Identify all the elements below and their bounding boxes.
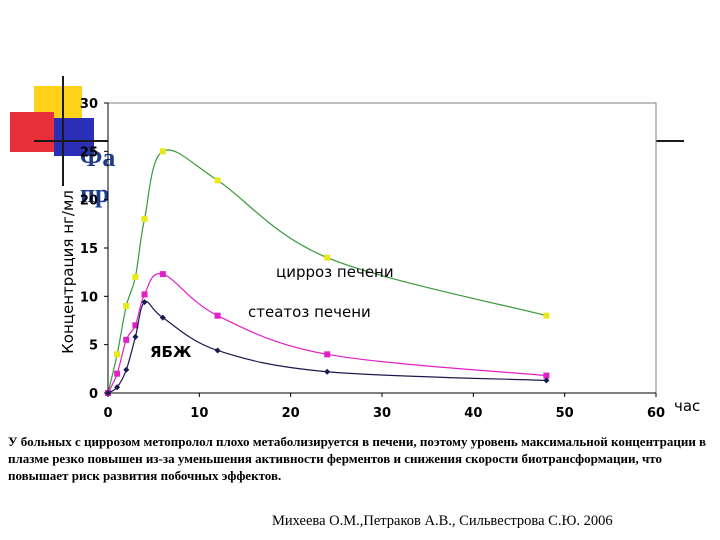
chart-svg: Фа пр 0 5 10 15 20 25 30 0 10 20 30 40 50 60 Концентр… (59, 97, 700, 421)
x-tick-label: 40 (464, 406, 482, 421)
decor-vertical-line (62, 76, 64, 186)
data-point-ybzh (159, 314, 166, 321)
decor-red-square (10, 112, 54, 152)
citation: Михеева О.М.,Петраков А.В., Сильвестрова… (272, 513, 613, 529)
data-point-cirrhosis (141, 216, 148, 222)
data-point-ybzh (214, 347, 221, 354)
y-tick-label: 15 (80, 242, 98, 257)
y-tick-label: 0 (89, 387, 98, 402)
x-tick-label: 0 (103, 406, 112, 421)
data-point-cirrhosis (543, 312, 550, 319)
series-line-ybzh (107, 300, 547, 394)
slide-title-fragment-1: Фа (80, 143, 115, 172)
data-point-ybzh (141, 299, 148, 306)
x-axis-label: час (674, 397, 700, 415)
y-tick-label: 25 (80, 145, 98, 160)
data-point-steatosis (123, 336, 130, 343)
data-point-cirrhosis (132, 274, 139, 280)
x-tick-label: 10 (190, 406, 208, 421)
y-tick-label: 20 (80, 194, 98, 209)
data-point-ybzh (105, 390, 111, 396)
series-line-steatosis (107, 273, 547, 394)
data-point-ybzh (324, 368, 331, 375)
series-label-ybzh: ЯБЖ (150, 343, 192, 361)
data-point-cirrhosis (214, 177, 221, 184)
y-tick-label: 5 (89, 339, 98, 354)
series-line-cirrhosis (107, 149, 547, 394)
data-point-steatosis (132, 322, 139, 329)
series-layer (105, 148, 550, 396)
data-point-steatosis (159, 271, 166, 278)
x-tick-label: 30 (373, 406, 391, 421)
slide-title-fragment-2: пр (80, 179, 109, 208)
data-point-cirrhosis (114, 351, 121, 358)
data-point-steatosis (141, 291, 148, 298)
x-tick-label: 50 (556, 406, 574, 421)
y-axis-label: Концентрация нг/мл (59, 190, 77, 354)
data-point-steatosis (543, 372, 550, 379)
caption: У больных с циррозом метопролол плохо ме… (8, 434, 707, 483)
decor-blue-square (54, 118, 94, 156)
chart: Фа пр 0 5 10 15 20 25 30 0 10 20 30 40 50 60 Концентр… (59, 97, 700, 421)
data-point-steatosis (114, 370, 121, 377)
data-point-ybzh (123, 366, 130, 373)
data-point-ybzh (543, 377, 550, 384)
series-label-cirrhosis: цирроз печени (276, 263, 394, 281)
x-tick-label: 20 (282, 406, 300, 421)
x-tick-label: 60 (647, 406, 665, 421)
y-tick-label: 10 (80, 290, 98, 305)
data-point-ybzh (132, 333, 139, 340)
y-tick-label: 30 (80, 97, 98, 112)
series-label-steatosis: стеатоз печени (248, 303, 371, 321)
data-point-cirrhosis (324, 254, 331, 261)
data-point-steatosis (324, 351, 331, 358)
data-point-steatosis (214, 312, 221, 319)
data-point-cirrhosis (159, 148, 166, 155)
data-point-cirrhosis (123, 303, 130, 309)
data-point-ybzh (114, 384, 121, 391)
plot-area (107, 102, 657, 394)
